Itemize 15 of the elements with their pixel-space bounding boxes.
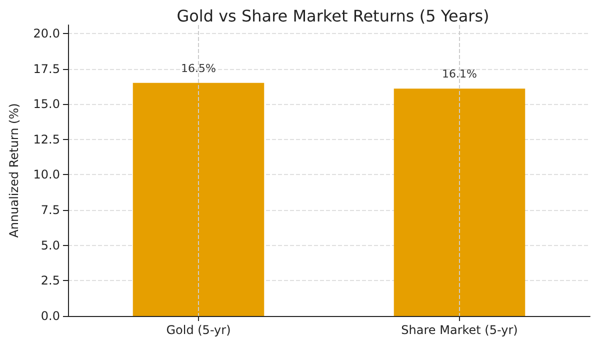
y-tick-label: 0.0 [40, 309, 60, 323]
y-tick-label: 12.5 [33, 132, 60, 146]
y-tick-label: 5.0 [40, 238, 60, 252]
y-tick-label: 10.0 [33, 168, 60, 182]
data-label: 16.5% [181, 62, 216, 75]
y-tick-label: 20.0 [33, 26, 60, 40]
x-tick-label: Share Market (5-yr) [401, 323, 518, 337]
y-tick-label: 15.0 [33, 97, 60, 112]
y-tick-label: 7.5 [40, 203, 60, 218]
y-tick-label: 2.5 [40, 274, 60, 288]
chart-title: Gold vs Share Market Returns (5 Years) [176, 6, 490, 26]
data-label: 16.1% [442, 68, 477, 81]
x-tick-label: Gold (5-yr) [166, 323, 231, 337]
y-tick-label: 17.5 [33, 62, 60, 76]
y-axis-title: Annualized Return (%) [7, 103, 21, 238]
